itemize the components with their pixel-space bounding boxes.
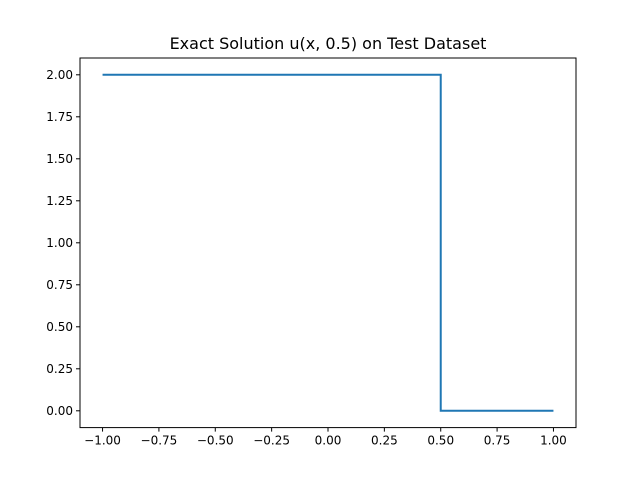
x-tick-label: −0.75 — [141, 434, 178, 448]
axes-frame — [79, 57, 577, 429]
y-tick-label: 1.00 — [46, 236, 73, 250]
y-axis: 0.00 0.25 0.50 0.75 1.00 1.25 1.50 1.75 2.00 — [46, 68, 80, 418]
x-tick-label: 0.75 — [484, 434, 511, 448]
series-line — [102, 73, 554, 412]
y-tick-label: 1.50 — [46, 152, 73, 166]
x-tick-label: 0.00 — [315, 434, 342, 448]
y-tick-label: 1.25 — [46, 194, 73, 208]
y-tick-label: 0.50 — [46, 320, 73, 334]
x-tick-label: −0.25 — [253, 434, 290, 448]
x-tick-label: −0.50 — [197, 434, 234, 448]
y-tick-label: 0.75 — [46, 278, 73, 292]
y-tick-label: 2.00 — [46, 68, 73, 82]
x-tick-label: 1.00 — [540, 434, 567, 448]
y-tick-label: 1.75 — [46, 110, 73, 124]
y-tick-label: 0.25 — [46, 362, 73, 376]
x-tick-label: −1.00 — [84, 434, 121, 448]
chart-title: Exact Solution u(x, 0.5) on Test Dataset — [170, 34, 487, 53]
x-tick-label: 0.25 — [371, 434, 398, 448]
x-tick-label: 0.50 — [427, 434, 454, 448]
plot-layer — [102, 73, 554, 412]
x-axis: −1.00 −0.75 −0.50 −0.25 0.00 0.25 0.50 0.75 1.00 — [84, 427, 567, 448]
y-tick-label: 0.00 — [46, 404, 73, 418]
